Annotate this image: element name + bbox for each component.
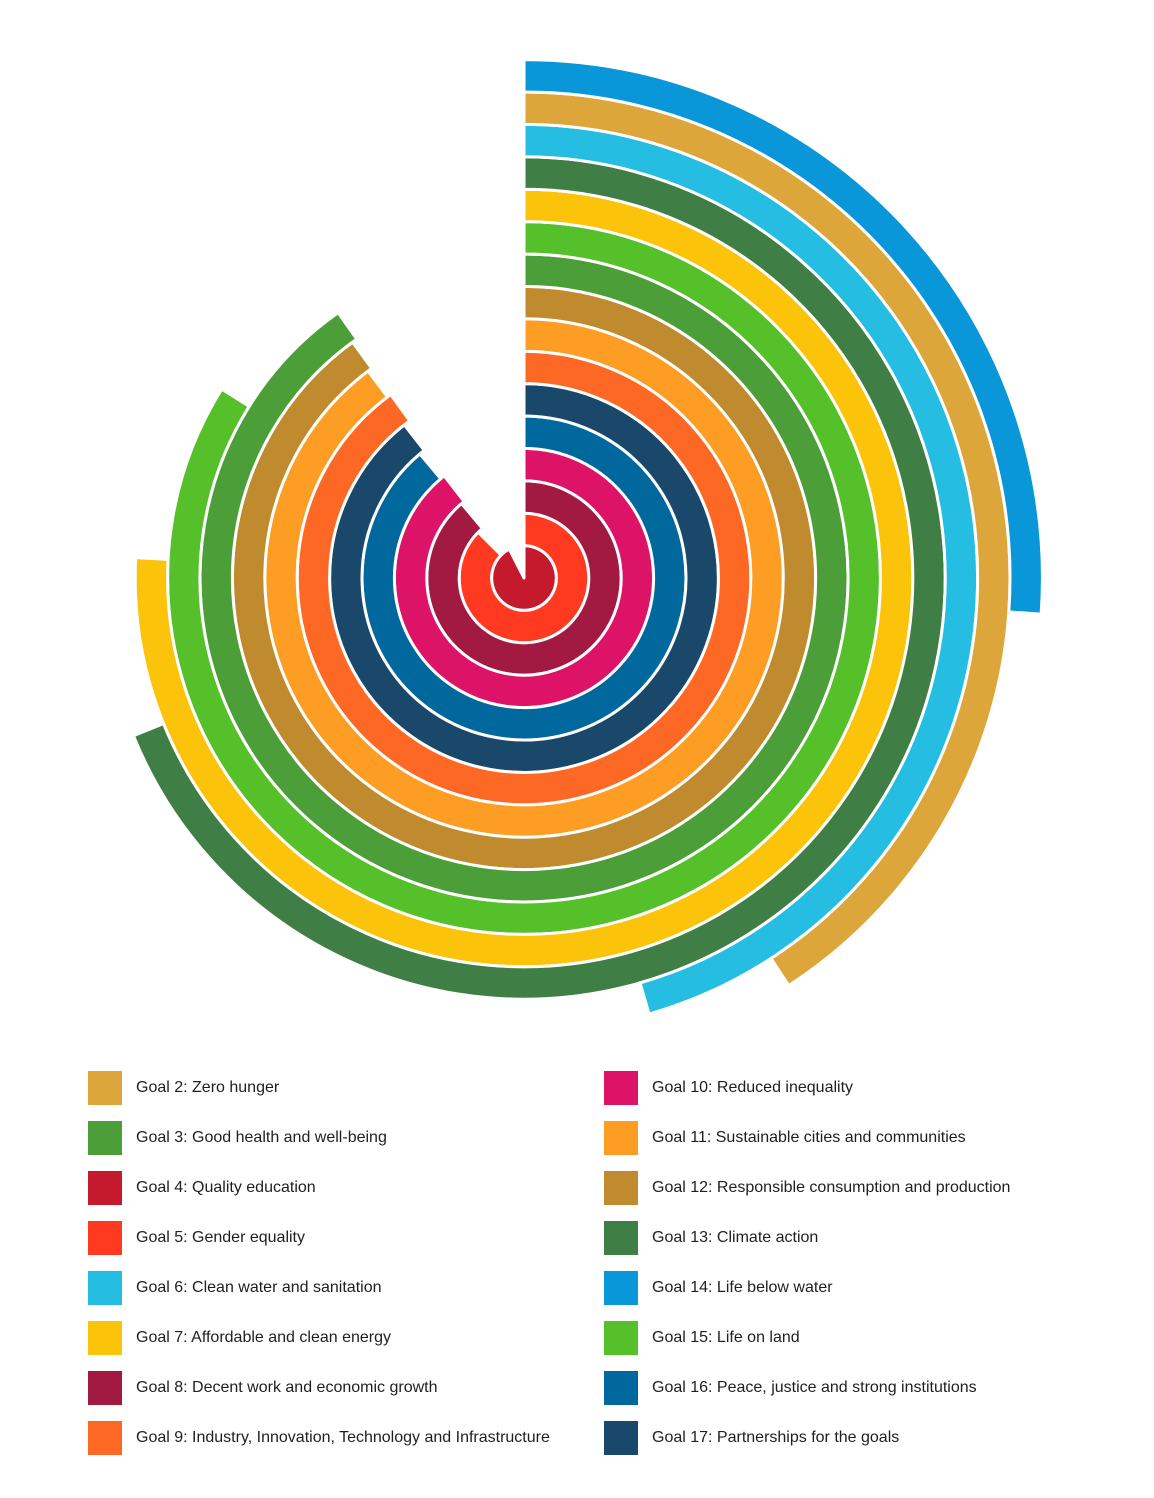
radial-bar-chart <box>131 58 1044 1016</box>
legend-label: Goal 3: Good health and well-being <box>136 1129 387 1146</box>
legend-item: Goal 2: Zero hunger <box>88 1071 279 1105</box>
legend-label: Goal 2: Zero hunger <box>136 1079 280 1096</box>
legend-swatch <box>604 1371 638 1405</box>
legend-swatch <box>88 1071 122 1105</box>
legend-swatch <box>88 1171 122 1205</box>
legend: Goal 2: Zero hunger Goal 3: Good health a… <box>0 1060 1154 1480</box>
legend-label: Goal 6: Clean water and sanitation <box>136 1279 382 1296</box>
legend-item: Goal 10: Reduced inequality <box>604 1071 853 1105</box>
legend-swatch <box>88 1421 122 1455</box>
legend-swatch <box>88 1271 122 1305</box>
legend-swatch <box>604 1221 638 1255</box>
legend-item: Goal 17: Partnerships for the goals <box>604 1421 899 1455</box>
legend-label: Goal 5: Gender equality <box>136 1229 305 1246</box>
legend-item: Goal 4: Quality education <box>88 1171 316 1205</box>
legend-label: Goal 15: Life on land <box>652 1329 800 1346</box>
legend-swatch <box>604 1071 638 1105</box>
legend-item: Goal 13: Climate action <box>604 1221 818 1255</box>
legend-item: Goal 5: Gender equality <box>88 1221 305 1255</box>
legend-label: Goal 12: Responsible consumption and pro… <box>652 1179 1011 1196</box>
legend-label: Goal 17: Partnerships for the goals <box>652 1429 900 1446</box>
legend-item: Goal 11: Sustainable cities and communit… <box>604 1121 966 1155</box>
legend-item: Goal 12: Responsible consumption and pro… <box>604 1171 1010 1205</box>
legend-label: Goal 16: Peace, justice and strong insti… <box>652 1379 977 1396</box>
legend-item: Goal 8: Decent work and economic growth <box>88 1371 437 1405</box>
legend-swatch <box>604 1121 638 1155</box>
legend-item: Goal 16: Peace, justice and strong insti… <box>604 1371 977 1405</box>
legend-label: Goal 8: Decent work and economic growth <box>136 1379 438 1396</box>
legend-label: Goal 9: Industry, Innovation, Technology… <box>136 1429 550 1446</box>
legend-item: Goal 7: Affordable and clean energy <box>88 1321 391 1355</box>
legend-item: Goal 9: Industry, Innovation, Technology… <box>88 1421 550 1455</box>
legend-label: Goal 14: Life below water <box>652 1279 833 1296</box>
legend-swatch <box>88 1121 122 1155</box>
legend-swatch <box>604 1271 638 1305</box>
legend-swatch <box>604 1321 638 1355</box>
legend-swatch <box>88 1221 122 1255</box>
legend-item: Goal 14: Life below water <box>604 1271 833 1305</box>
legend-item: Goal 15: Life on land <box>604 1321 800 1355</box>
legend-swatch <box>604 1421 638 1455</box>
legend-swatch <box>88 1371 122 1405</box>
legend-item: Goal 3: Good health and well-being <box>88 1121 387 1155</box>
legend-label: Goal 4: Quality education <box>136 1179 316 1196</box>
legend-label: Goal 10: Reduced inequality <box>652 1079 854 1096</box>
legend-swatch <box>88 1321 122 1355</box>
legend-swatch <box>604 1171 638 1205</box>
ring-bar-16 <box>522 58 1044 616</box>
legend-label: Goal 11: Sustainable cities and communit… <box>652 1129 966 1146</box>
legend-label: Goal 13: Climate action <box>652 1229 819 1246</box>
legend-label: Goal 7: Affordable and clean energy <box>136 1329 391 1346</box>
legend-item: Goal 6: Clean water and sanitation <box>88 1271 381 1305</box>
